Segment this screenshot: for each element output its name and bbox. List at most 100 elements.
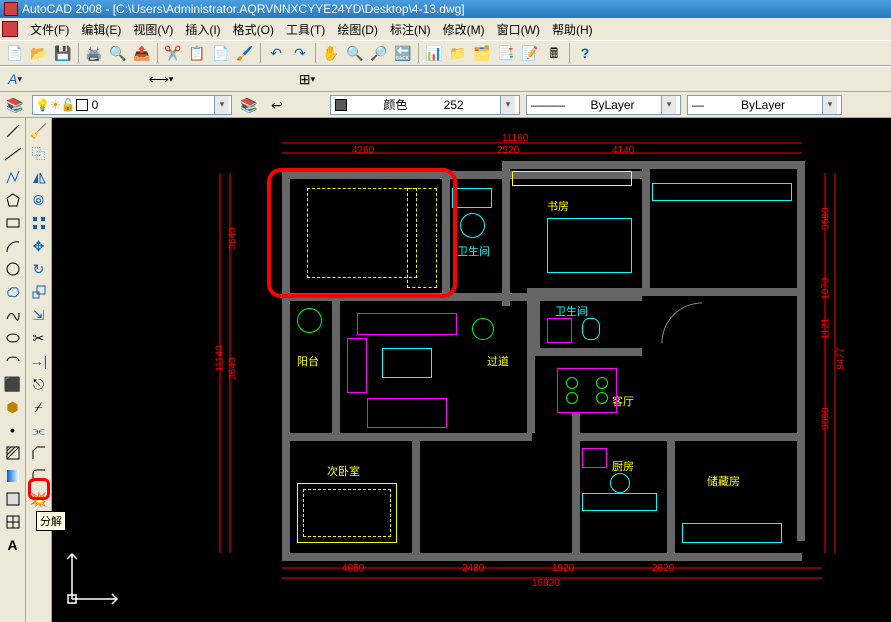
- ellipse-button[interactable]: [2, 327, 24, 349]
- textstyle-button[interactable]: A▾: [4, 68, 26, 90]
- hatch-button[interactable]: [2, 442, 24, 464]
- publish-button[interactable]: 📤: [131, 42, 153, 64]
- layer-previous-button[interactable]: ↩: [266, 94, 288, 116]
- zoom-window-button[interactable]: 🔎: [368, 42, 390, 64]
- mtext-button[interactable]: A: [2, 534, 24, 556]
- copy-button[interactable]: 📋: [186, 42, 208, 64]
- menu-modify[interactable]: 修改(M): [437, 19, 491, 40]
- fillet-button[interactable]: [28, 465, 50, 487]
- spline-button[interactable]: [2, 304, 24, 326]
- sheetset-button[interactable]: 📑: [495, 42, 517, 64]
- ellipsearc-button[interactable]: [2, 350, 24, 372]
- lineweight-combo[interactable]: — ByLayer ▾: [687, 95, 842, 115]
- break-button[interactable]: ⎋: [28, 373, 50, 395]
- layer-manager-button[interactable]: 📚: [4, 94, 26, 116]
- join-button[interactable]: ⫘: [28, 419, 50, 441]
- dim-left-2: 3640: [228, 357, 239, 379]
- tablestyle-button[interactable]: ⊞▾: [296, 68, 318, 90]
- extend-button[interactable]: →|: [28, 350, 50, 372]
- block-button[interactable]: ⬢: [2, 396, 24, 418]
- xline-button[interactable]: [2, 143, 24, 165]
- menu-format[interactable]: 格式(O): [227, 19, 280, 40]
- join-icon: ⫘: [32, 423, 45, 437]
- window-title: AutoCAD 2008 - [C:\Users\Administrator.A…: [22, 0, 465, 18]
- menu-window[interactable]: 窗口(W): [491, 19, 546, 40]
- layer-combo[interactable]: 💡 ☀ 🔓 0 ▾: [32, 95, 232, 115]
- help-button[interactable]: ?: [574, 42, 596, 64]
- circle-button[interactable]: [2, 258, 24, 280]
- save-button[interactable]: 💾: [52, 42, 74, 64]
- explode-button[interactable]: 💥: [28, 488, 50, 510]
- scale-button[interactable]: [28, 281, 50, 303]
- break2-button[interactable]: ⌿: [28, 396, 50, 418]
- point-button[interactable]: •: [2, 419, 24, 441]
- offset-button[interactable]: ⦾: [28, 189, 50, 211]
- match-button[interactable]: 🖌️: [234, 42, 256, 64]
- menu-file[interactable]: 文件(F): [24, 19, 75, 40]
- chamfer-button[interactable]: [28, 442, 50, 464]
- gradient-button[interactable]: [2, 465, 24, 487]
- designcenter-button[interactable]: 📁: [447, 42, 469, 64]
- menu-bar: 文件(F) 编辑(E) 视图(V) 插入(I) 格式(O) 工具(T) 绘图(D…: [0, 18, 891, 40]
- polygon-icon: [5, 192, 21, 208]
- modify-toolbar: 🧹 ⿻ ⦾ ✥ ↻ ⇲ ✂ →| ⎋ ⌿ ⫘ 💥: [26, 118, 52, 622]
- color-label: 颜色: [383, 96, 407, 113]
- menu-insert[interactable]: 插入(I): [179, 19, 226, 40]
- insert-button[interactable]: ⬛: [2, 373, 24, 395]
- layer-states-button[interactable]: 📚: [238, 94, 260, 116]
- copy-obj-button[interactable]: ⿻: [28, 143, 50, 165]
- properties-button[interactable]: 📊: [423, 42, 445, 64]
- pan-button[interactable]: ✋: [320, 42, 342, 64]
- tablestyle-icon: ⊞: [299, 72, 311, 86]
- cut-button[interactable]: ✂️: [162, 42, 184, 64]
- dropdown-icon: ▾: [661, 96, 676, 114]
- open-button[interactable]: 📂: [28, 42, 50, 64]
- polyline-button[interactable]: [2, 166, 24, 188]
- stretch-button[interactable]: ⇲: [28, 304, 50, 326]
- menu-draw[interactable]: 绘图(D): [331, 19, 384, 40]
- polygon-button[interactable]: [2, 189, 24, 211]
- menu-tools[interactable]: 工具(T): [280, 19, 331, 40]
- menu-dimension[interactable]: 标注(N): [384, 19, 437, 40]
- linetype-value: ByLayer: [590, 98, 634, 112]
- furniture-sofa-top: [357, 313, 457, 335]
- erase-button[interactable]: 🧹: [28, 120, 50, 142]
- copy-obj-icon: ⿻: [32, 147, 46, 161]
- toolpalettes-button[interactable]: 🗂️: [471, 42, 493, 64]
- sun-icon: ☀: [50, 98, 61, 112]
- dim-right-1: 3690: [821, 207, 832, 229]
- markup-button[interactable]: 📝: [519, 42, 541, 64]
- menu-help[interactable]: 帮助(H): [546, 19, 599, 40]
- array-button[interactable]: [28, 212, 50, 234]
- line-button[interactable]: [2, 120, 24, 142]
- preview-button[interactable]: 🔍: [107, 42, 129, 64]
- rectangle-button[interactable]: [2, 212, 24, 234]
- calc-button[interactable]: 🖩: [543, 42, 565, 64]
- wall: [502, 161, 510, 306]
- paste-button[interactable]: 📄: [210, 42, 232, 64]
- zoom-window-icon: 🔎: [370, 46, 387, 60]
- redo-button[interactable]: ↷: [289, 42, 311, 64]
- move-button[interactable]: ✥: [28, 235, 50, 257]
- linetype-combo[interactable]: ——— ByLayer ▾: [526, 95, 681, 115]
- print-button[interactable]: 🖨️: [83, 42, 105, 64]
- revcloud-button[interactable]: [2, 281, 24, 303]
- drawing-canvas[interactable]: 11160 4260 2520 4140 11140 3640 3640 947…: [52, 118, 891, 622]
- trim-button[interactable]: ✂: [28, 327, 50, 349]
- dimstyle-button[interactable]: ⟷▾: [150, 68, 172, 90]
- rotate-button[interactable]: ↻: [28, 258, 50, 280]
- color-combo[interactable]: 颜色 252 ▾: [330, 95, 520, 115]
- arc-button[interactable]: [2, 235, 24, 257]
- furniture-coffee-table: [382, 348, 432, 378]
- table-button[interactable]: [2, 511, 24, 533]
- document-control-icon[interactable]: [2, 21, 18, 37]
- room-label-bath1: 卫生间: [457, 243, 490, 259]
- region-button[interactable]: [2, 488, 24, 510]
- menu-edit[interactable]: 编辑(E): [75, 19, 127, 40]
- undo-button[interactable]: ↶: [265, 42, 287, 64]
- zoom-realtime-button[interactable]: 🔍: [344, 42, 366, 64]
- zoom-previous-button[interactable]: 🔙: [392, 42, 414, 64]
- new-button[interactable]: 📄: [4, 42, 26, 64]
- menu-view[interactable]: 视图(V): [127, 19, 179, 40]
- mirror-button[interactable]: [28, 166, 50, 188]
